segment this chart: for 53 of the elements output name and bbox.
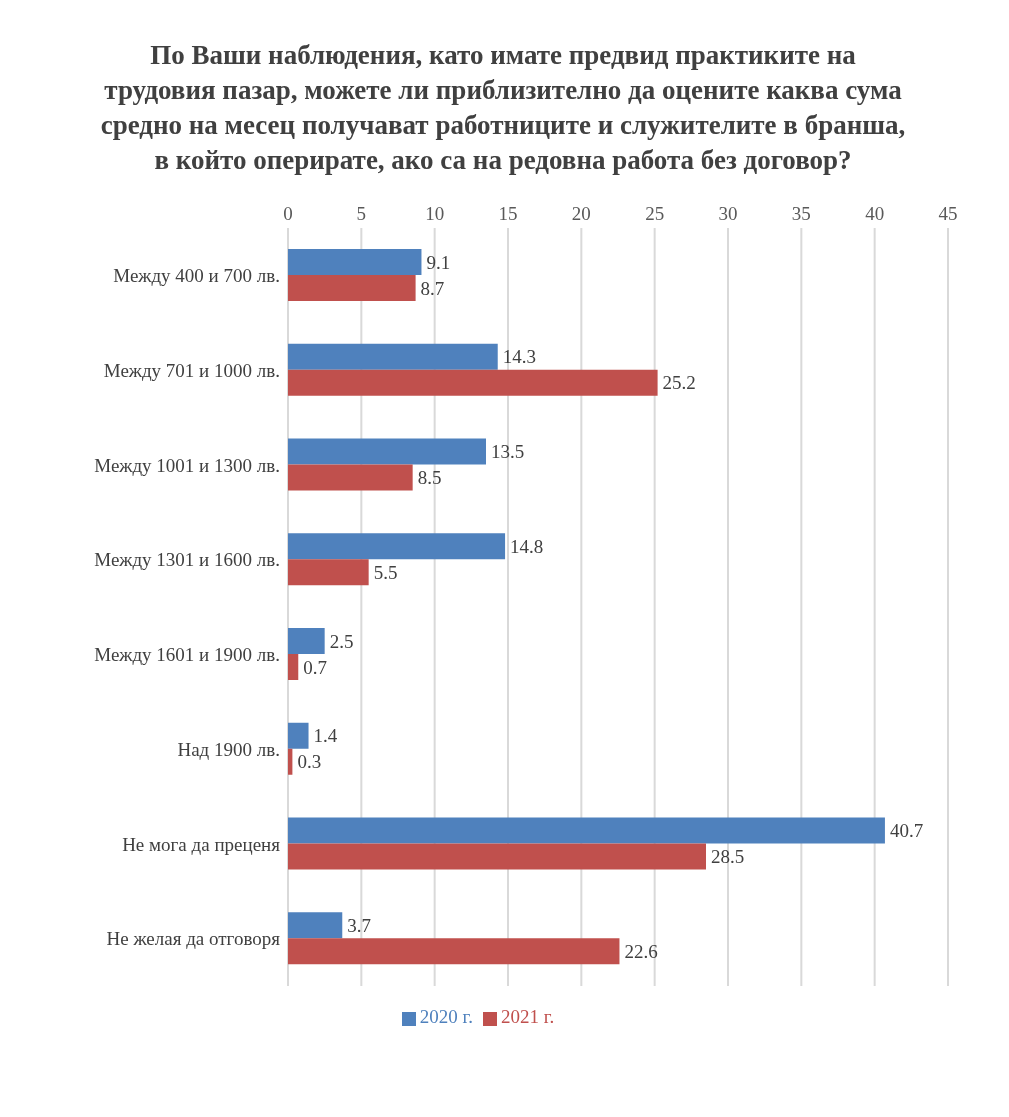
bar bbox=[288, 533, 506, 560]
data-label: 14.8 bbox=[510, 536, 544, 558]
x-tick-label: 5 bbox=[356, 203, 367, 225]
data-label: 1.4 bbox=[313, 725, 338, 747]
bar bbox=[288, 723, 309, 750]
data-label: 3.7 bbox=[347, 915, 372, 937]
data-label: 5.5 bbox=[373, 562, 398, 584]
data-label: 25.2 bbox=[662, 372, 696, 394]
x-tick-label: 15 bbox=[498, 203, 518, 225]
x-tick-label: 45 bbox=[938, 203, 958, 225]
y-tick-label: Между 1301 и 1600 лв. bbox=[94, 549, 280, 571]
data-label: 22.6 bbox=[624, 941, 658, 963]
y-tick-label: Не мога да преценя bbox=[122, 833, 281, 855]
y-tick-label: Между 400 и 700 лв. bbox=[113, 265, 280, 287]
x-tick-label: 40 bbox=[865, 203, 885, 225]
bar bbox=[288, 912, 343, 939]
bar bbox=[288, 628, 325, 655]
bar bbox=[288, 654, 299, 681]
bar bbox=[288, 249, 422, 276]
data-label: 8.5 bbox=[417, 467, 442, 489]
x-tick-label: 30 bbox=[718, 203, 738, 225]
x-tick-label: 35 bbox=[791, 203, 811, 225]
data-label: 28.5 bbox=[711, 846, 745, 868]
data-label: 0.3 bbox=[297, 751, 322, 773]
bar bbox=[288, 370, 658, 397]
data-label: 2.5 bbox=[329, 631, 354, 653]
y-tick-label: Между 1001 и 1300 лв. bbox=[94, 454, 280, 476]
y-tick-label: Между 1601 и 1900 лв. bbox=[94, 644, 280, 666]
x-tick-label: 25 bbox=[645, 203, 665, 225]
bar bbox=[288, 344, 498, 371]
legend-label: 2020 г. bbox=[419, 1006, 473, 1028]
data-label: 8.7 bbox=[420, 278, 445, 300]
x-tick-label: 20 bbox=[571, 203, 591, 225]
bar bbox=[288, 559, 369, 586]
bar bbox=[288, 275, 416, 302]
y-tick-label: Между 701 и 1000 лв. bbox=[103, 360, 280, 382]
data-label: 14.3 bbox=[502, 346, 536, 368]
y-tick-label: Над 1900 лв. bbox=[177, 739, 280, 761]
data-label: 9.1 bbox=[426, 252, 451, 274]
bar bbox=[288, 843, 706, 870]
data-label: 0.7 bbox=[303, 657, 328, 679]
bar bbox=[288, 464, 413, 491]
y-tick-label: Не желая да отговоря bbox=[106, 928, 281, 950]
x-tick-label: 10 bbox=[425, 203, 445, 225]
x-tick-label: 0 bbox=[283, 203, 293, 225]
data-label: 40.7 bbox=[889, 820, 924, 842]
bar bbox=[288, 749, 293, 776]
chart-title: По Ваши наблюдения, като имате предвид практиките на трудовия пазар, можете ли приблизително да оцените каква сума средно на месец получават работниците и служителите в бранша, в който оперирате, ако са на редовна работа без договор? bbox=[99, 39, 907, 178]
data-label: 13.5 bbox=[491, 441, 525, 463]
legend-label: 2021 г. bbox=[501, 1006, 555, 1028]
bar bbox=[288, 438, 486, 465]
bar bbox=[288, 938, 620, 965]
bar bbox=[288, 817, 885, 844]
